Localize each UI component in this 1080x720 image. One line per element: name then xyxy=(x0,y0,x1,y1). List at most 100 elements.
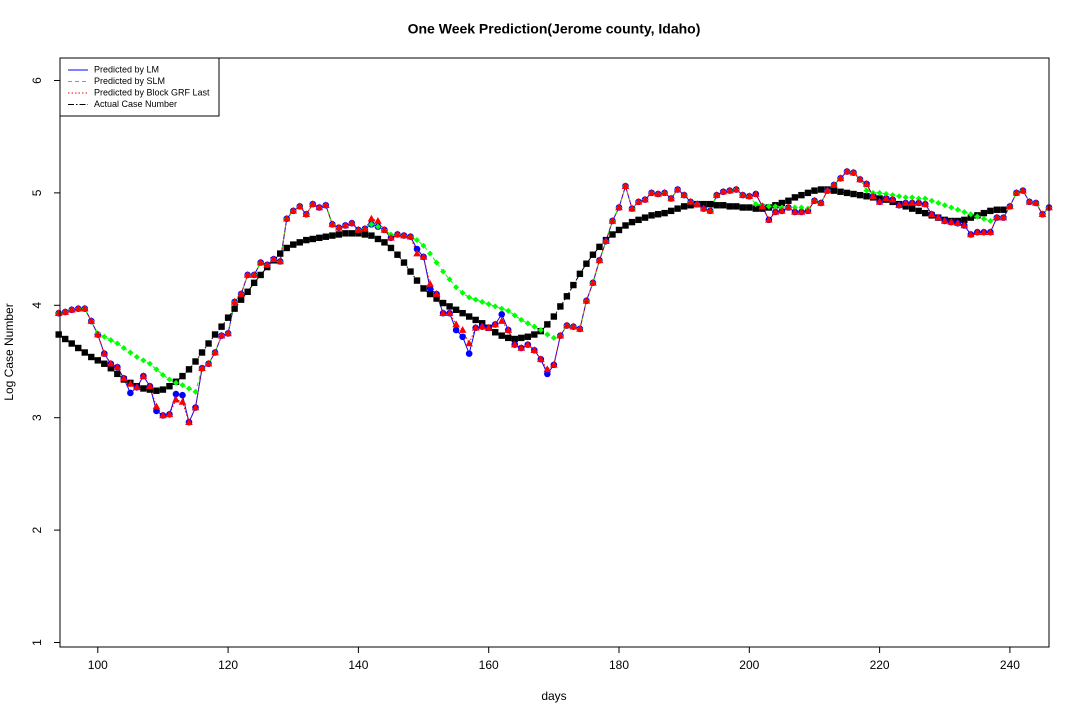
point xyxy=(204,359,213,367)
point xyxy=(459,309,466,317)
point xyxy=(445,309,454,316)
point xyxy=(537,355,545,363)
point xyxy=(674,205,681,212)
point xyxy=(159,371,166,378)
point xyxy=(713,202,720,209)
point xyxy=(282,214,291,222)
point xyxy=(641,195,649,203)
y-axis-label: Log Case Number xyxy=(2,303,16,400)
point xyxy=(935,200,942,207)
point xyxy=(862,179,871,187)
point xyxy=(466,294,473,301)
point xyxy=(680,191,688,198)
point xyxy=(823,186,832,194)
point xyxy=(550,360,558,368)
point xyxy=(94,357,101,364)
point xyxy=(635,216,642,224)
legend-label: Predicted by Block GRF Last xyxy=(94,87,210,97)
point xyxy=(152,402,161,410)
point xyxy=(374,235,382,243)
point xyxy=(608,216,617,224)
point xyxy=(784,203,793,211)
point xyxy=(505,307,512,314)
point xyxy=(368,221,375,228)
point xyxy=(394,251,401,258)
point xyxy=(765,203,772,210)
point xyxy=(667,207,675,215)
legend-label: Actual Case Number xyxy=(94,99,177,109)
point xyxy=(120,374,128,382)
point xyxy=(159,411,167,419)
point xyxy=(230,297,239,305)
point xyxy=(400,231,408,239)
point xyxy=(453,284,460,291)
point xyxy=(433,295,440,302)
point xyxy=(504,326,513,333)
point xyxy=(166,376,173,383)
point xyxy=(342,230,349,237)
point xyxy=(374,216,382,224)
point xyxy=(817,199,825,206)
point xyxy=(928,197,935,204)
x-tick-label: 220 xyxy=(870,658,890,672)
point xyxy=(791,207,799,215)
point xyxy=(146,360,153,367)
point xyxy=(889,192,896,199)
point xyxy=(725,186,734,194)
y-tick-label: 2 xyxy=(30,526,44,533)
point xyxy=(250,270,258,278)
point xyxy=(752,201,759,208)
point xyxy=(771,207,780,215)
point xyxy=(374,223,381,230)
point xyxy=(127,389,134,397)
point xyxy=(849,168,858,176)
point xyxy=(67,305,76,313)
point xyxy=(491,320,500,328)
point xyxy=(654,190,662,197)
point xyxy=(439,309,447,316)
point xyxy=(745,192,754,200)
point xyxy=(367,214,376,222)
point xyxy=(400,259,408,266)
point xyxy=(75,344,82,352)
point xyxy=(738,191,747,198)
point xyxy=(276,257,285,265)
point xyxy=(967,211,974,218)
point xyxy=(999,213,1008,221)
point xyxy=(648,212,655,219)
point xyxy=(517,344,526,351)
point xyxy=(114,340,121,347)
point xyxy=(922,209,929,217)
point xyxy=(172,390,180,398)
point xyxy=(557,303,564,310)
point xyxy=(492,303,499,310)
point xyxy=(153,407,160,415)
point xyxy=(882,194,890,202)
point xyxy=(406,232,415,240)
point xyxy=(341,221,350,229)
point xyxy=(752,205,760,212)
point xyxy=(556,331,565,339)
point xyxy=(896,193,903,200)
point xyxy=(257,271,264,279)
point xyxy=(908,199,916,206)
point xyxy=(433,259,440,266)
point xyxy=(810,196,819,204)
point xyxy=(465,350,473,357)
legend-box xyxy=(59,57,220,117)
point xyxy=(478,322,486,330)
point xyxy=(511,312,518,319)
point xyxy=(472,296,479,303)
point xyxy=(693,200,701,207)
point xyxy=(843,189,851,197)
point xyxy=(518,316,525,323)
point xyxy=(186,385,192,392)
point xyxy=(192,388,199,395)
point xyxy=(419,252,428,260)
plot-frame xyxy=(59,57,1050,648)
point xyxy=(426,279,434,287)
point xyxy=(746,204,753,211)
point xyxy=(329,232,336,239)
point xyxy=(471,323,480,331)
point xyxy=(153,366,160,373)
